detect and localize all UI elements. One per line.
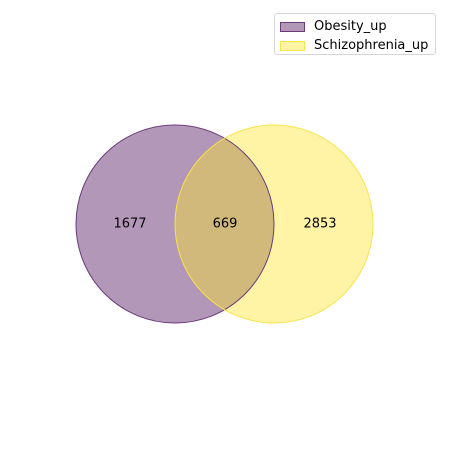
legend: Obesity_up Schizophrenia_up: [274, 13, 436, 55]
legend-swatch-schizophrenia: [280, 41, 305, 51]
legend-label-obesity: Obesity_up: [314, 19, 387, 34]
venn-intersection-region: [175, 138, 274, 310]
legend-label-schizophrenia: Schizophrenia_up: [314, 38, 429, 53]
legend-entry-obesity: Obesity_up: [280, 18, 430, 36]
venn-circle-obesity-edge: [75, 124, 275, 324]
count-intersection: 669: [213, 217, 238, 232]
count-schizophrenia-only: 2853: [303, 217, 336, 232]
count-obesity-only: 1677: [113, 217, 146, 232]
legend-entry-schizophrenia: Schizophrenia_up: [280, 37, 430, 55]
venn-circle-schizophrenia-edge: [174, 124, 374, 324]
legend-swatch-obesity: [280, 22, 305, 32]
